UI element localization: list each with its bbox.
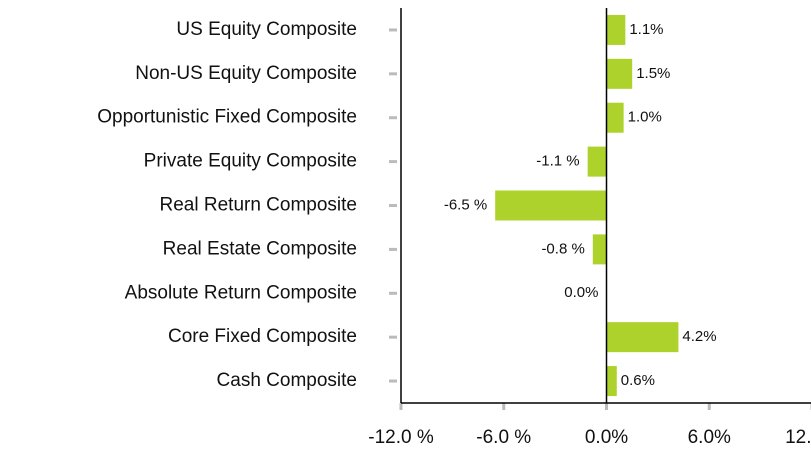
category-label: Real Estate Composite — [163, 238, 357, 259]
x-tick-label: -12.0 % — [368, 427, 434, 448]
category-label: Cash Composite — [217, 370, 357, 391]
bar — [606, 366, 617, 397]
x-tick-label: 12.0% — [785, 427, 811, 448]
category-label: Non-US Equity Composite — [135, 63, 357, 84]
category-label: US Equity Composite — [176, 19, 357, 40]
bar — [606, 322, 679, 353]
category-label: Real Return Composite — [160, 195, 357, 216]
data-label: -1.1 % — [536, 153, 579, 170]
data-label: 0.0% — [564, 284, 598, 301]
data-label: -0.8 % — [541, 240, 584, 257]
x-tick-label: 0.0% — [585, 427, 628, 448]
category-label: Private Equity Composite — [144, 151, 357, 172]
data-label: 1.5% — [636, 65, 670, 82]
bar — [606, 58, 633, 89]
data-label: 1.1% — [629, 21, 663, 38]
category-label: Absolute Return Composite — [125, 282, 357, 303]
x-tick-label: 6.0% — [688, 427, 731, 448]
bar — [606, 102, 624, 133]
bar — [587, 146, 607, 177]
data-label: 4.2% — [682, 328, 716, 345]
bar — [606, 14, 626, 45]
data-label: 1.0% — [628, 109, 662, 126]
category-label: Opportunistic Fixed Composite — [97, 107, 357, 128]
category-label: Core Fixed Composite — [168, 326, 357, 347]
bar — [495, 190, 607, 221]
data-label: 0.6% — [621, 372, 655, 389]
bar — [592, 234, 607, 265]
data-label: -6.5 % — [444, 196, 487, 213]
x-tick-label: -6.0 % — [476, 427, 531, 448]
